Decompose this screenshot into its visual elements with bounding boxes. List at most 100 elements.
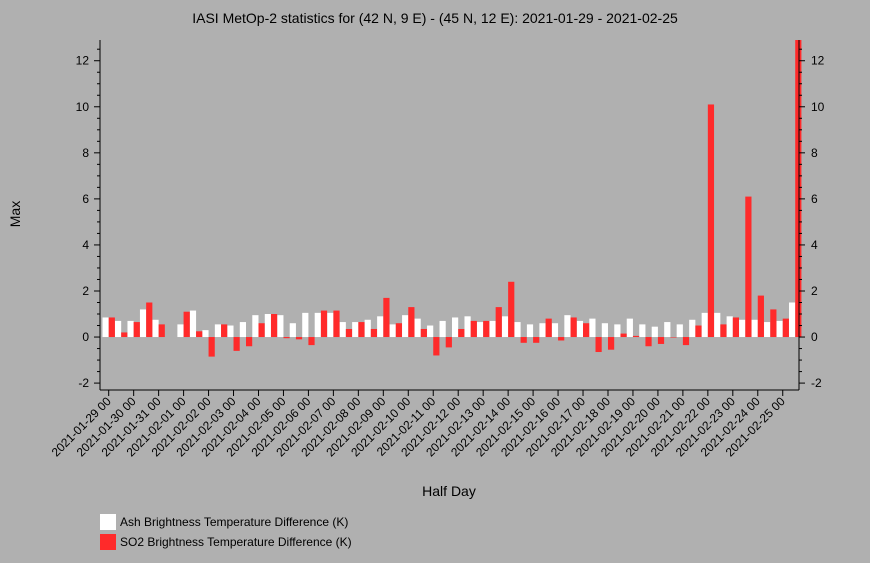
so2-bar xyxy=(158,324,165,338)
y-tick-label: 4 xyxy=(82,238,89,252)
legend-label-so2: SO2 Brightness Temperature Difference (K… xyxy=(120,535,352,549)
so2-bar xyxy=(333,310,340,338)
ash-bar xyxy=(214,324,222,338)
legend-swatch-so2 xyxy=(100,534,116,550)
ash-bar xyxy=(676,324,683,338)
y-tick-label: 10 xyxy=(76,100,90,114)
so2-bar xyxy=(782,318,789,338)
ash-bar xyxy=(514,322,521,338)
y-tick-label-right: 0 xyxy=(811,330,818,344)
so2-bar xyxy=(383,297,390,338)
ash-bar xyxy=(152,319,159,338)
x-axis-label: Half Day xyxy=(422,483,476,499)
ash-bar xyxy=(264,314,271,338)
y-axis-label: Max xyxy=(7,201,23,227)
so2-bar xyxy=(495,307,502,338)
ash-bar xyxy=(551,323,559,338)
ash-bar xyxy=(277,315,284,338)
ash-bar xyxy=(751,319,758,338)
so2-bar xyxy=(295,337,303,340)
so2-bar xyxy=(146,302,153,338)
ash-bar xyxy=(714,312,721,338)
so2-bar xyxy=(595,337,602,353)
so2-bar xyxy=(570,317,577,338)
so2-bar xyxy=(720,324,727,338)
ash-bar xyxy=(589,318,596,338)
so2-bar xyxy=(620,333,627,338)
ash-bar xyxy=(302,312,309,338)
so2-bar xyxy=(470,320,477,338)
ash-bar xyxy=(439,320,446,338)
so2-bar xyxy=(320,310,328,338)
so2-bar xyxy=(445,337,452,348)
so2-bar xyxy=(670,337,677,338)
so2-bar xyxy=(707,104,715,338)
so2-bar xyxy=(583,323,590,338)
ash-bar xyxy=(427,325,434,338)
y-tick-label: 12 xyxy=(76,54,90,68)
so2-bar xyxy=(108,317,115,338)
ash-bar xyxy=(352,322,359,338)
ash-bar xyxy=(139,309,147,338)
ash-bar xyxy=(227,325,234,338)
so2-bar xyxy=(183,311,190,338)
y-tick-label-right: 10 xyxy=(811,100,825,114)
ash-bar xyxy=(726,316,733,338)
ash-bar xyxy=(639,324,646,338)
legend-swatch-ash xyxy=(100,514,116,530)
ash-bar xyxy=(489,320,496,338)
ash-bar xyxy=(776,320,783,338)
ash-bar xyxy=(114,320,122,338)
ash-bar xyxy=(177,324,184,338)
ash-bar xyxy=(664,322,671,338)
so2-bar xyxy=(121,332,128,338)
y-tick-label: 8 xyxy=(82,146,89,160)
ash-bar xyxy=(452,317,459,338)
y-tick-label-right: 12 xyxy=(811,54,825,68)
ash-bar xyxy=(127,320,134,338)
ash-bar xyxy=(377,316,384,338)
ash-bar xyxy=(102,317,109,338)
ash-bar xyxy=(564,315,571,338)
so2-bar xyxy=(246,337,253,347)
so2-bar xyxy=(483,320,490,338)
ash-bar xyxy=(526,324,534,338)
legend: Ash Brightness Temperature Difference (K… xyxy=(100,512,352,552)
legend-item-so2: SO2 Brightness Temperature Difference (K… xyxy=(100,532,352,552)
so2-bar xyxy=(795,40,802,338)
y-tick-label: -2 xyxy=(78,376,89,390)
so2-bar xyxy=(682,337,690,346)
ash-bar xyxy=(501,316,509,338)
ash-bar xyxy=(239,322,246,338)
so2-bar xyxy=(533,337,540,343)
ash-bar xyxy=(476,322,484,338)
so2-bar xyxy=(208,337,215,357)
so2-bar xyxy=(196,331,203,338)
y-tick-label: 0 xyxy=(82,330,89,344)
so2-bar xyxy=(458,328,465,338)
ash-bar xyxy=(764,322,771,338)
ash-bar xyxy=(739,319,746,338)
so2-bar xyxy=(420,328,427,338)
so2-bar xyxy=(133,322,140,338)
ash-bar xyxy=(789,302,796,338)
so2-bar xyxy=(283,337,290,339)
ash-bar xyxy=(339,322,346,338)
ash-bar xyxy=(289,323,296,338)
ash-bar xyxy=(689,319,696,338)
ash-bar xyxy=(626,318,633,338)
ash-bar xyxy=(389,324,396,338)
y-tick-label-right: -2 xyxy=(811,376,822,390)
ash-bar xyxy=(189,310,197,338)
y-tick-label-right: 4 xyxy=(811,238,818,252)
ash-bar xyxy=(414,318,421,338)
so2-bar xyxy=(657,337,665,344)
ash-bar xyxy=(464,316,471,338)
so2-bar xyxy=(508,281,515,338)
ash-bar xyxy=(252,315,259,338)
so2-bar xyxy=(345,328,353,338)
so2-bar xyxy=(645,337,652,347)
so2-bar xyxy=(607,337,615,350)
